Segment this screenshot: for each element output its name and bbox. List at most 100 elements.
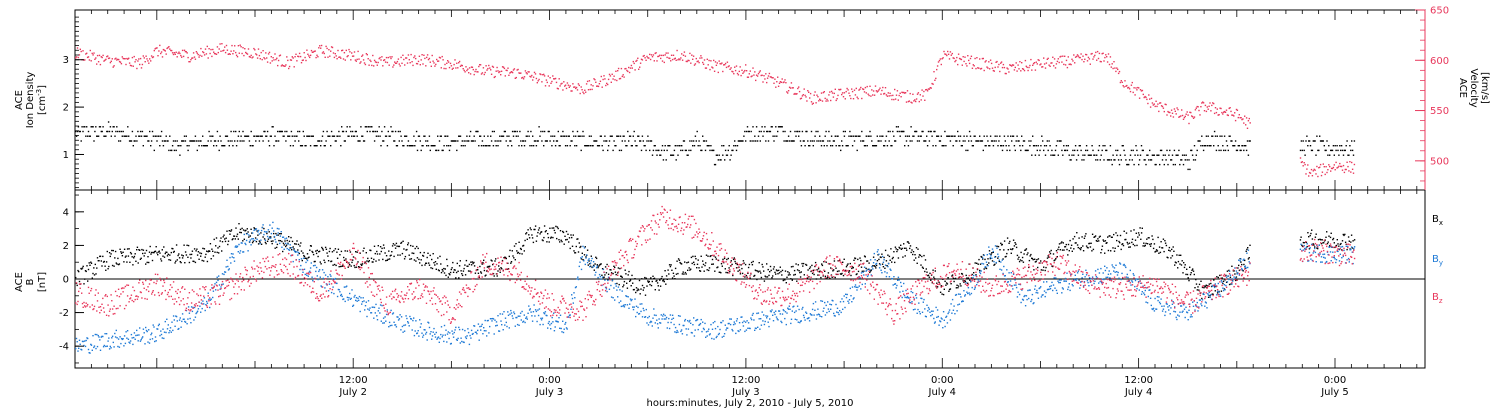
point <box>647 281 650 283</box>
point <box>899 247 901 249</box>
point <box>1171 255 1174 257</box>
point <box>402 145 404 147</box>
point <box>967 149 969 152</box>
point <box>1332 237 1335 240</box>
point <box>772 77 774 79</box>
point <box>776 135 778 137</box>
point <box>339 291 341 293</box>
point <box>104 333 106 335</box>
point <box>925 268 927 270</box>
point <box>306 259 309 262</box>
point <box>274 135 276 137</box>
point <box>891 145 893 147</box>
point <box>783 278 785 280</box>
point <box>469 130 472 133</box>
point <box>697 60 699 62</box>
point <box>923 90 925 93</box>
point <box>145 263 147 265</box>
point <box>102 255 104 258</box>
point <box>386 259 388 261</box>
point <box>444 334 446 336</box>
point <box>118 346 121 348</box>
point <box>888 255 891 258</box>
point <box>566 145 569 147</box>
point <box>613 140 615 142</box>
point <box>900 248 903 250</box>
point <box>1322 163 1324 165</box>
point <box>128 62 131 64</box>
point <box>97 61 100 63</box>
point <box>836 98 838 100</box>
point <box>484 275 486 277</box>
point <box>785 282 787 284</box>
point <box>1324 173 1326 176</box>
point <box>1026 253 1028 256</box>
point <box>633 288 635 291</box>
point <box>1125 159 1127 161</box>
point <box>1109 145 1112 147</box>
point <box>145 329 148 332</box>
point <box>93 346 95 349</box>
point <box>653 60 655 62</box>
point <box>185 135 187 137</box>
point <box>97 334 99 337</box>
point <box>872 256 875 258</box>
point <box>790 278 792 280</box>
point <box>1189 273 1192 276</box>
point <box>281 64 283 66</box>
point <box>759 140 761 142</box>
point <box>682 140 685 142</box>
point <box>1076 149 1079 152</box>
point <box>694 255 696 258</box>
point <box>739 140 741 142</box>
point <box>304 273 306 276</box>
point <box>1183 266 1186 269</box>
point <box>309 245 312 247</box>
point <box>449 343 452 345</box>
point <box>738 269 741 271</box>
point <box>197 140 199 142</box>
point <box>175 315 178 318</box>
point <box>229 256 231 259</box>
point <box>83 344 85 347</box>
point <box>362 54 364 56</box>
point <box>108 265 110 268</box>
point <box>918 100 920 103</box>
point <box>1171 248 1173 251</box>
point <box>213 52 216 55</box>
point <box>585 91 587 93</box>
point <box>486 266 489 268</box>
point <box>480 145 483 147</box>
point <box>123 345 125 347</box>
point <box>539 73 541 75</box>
point <box>160 260 163 262</box>
point <box>474 70 476 73</box>
point <box>552 75 554 77</box>
point <box>882 266 885 268</box>
point <box>725 66 728 69</box>
point <box>543 312 545 314</box>
point <box>792 87 794 89</box>
point <box>608 73 611 76</box>
point <box>137 60 139 62</box>
point <box>1004 72 1006 75</box>
point <box>550 237 552 239</box>
point <box>183 318 185 320</box>
point <box>1061 241 1063 243</box>
point <box>464 274 467 276</box>
point <box>86 135 89 137</box>
point <box>580 86 582 88</box>
point <box>957 53 960 55</box>
point <box>233 260 236 262</box>
point <box>813 94 815 96</box>
point <box>884 87 887 89</box>
point <box>747 266 750 269</box>
point <box>547 233 549 235</box>
point <box>413 334 416 337</box>
point <box>358 299 360 302</box>
point <box>258 240 261 242</box>
point <box>518 324 520 326</box>
point <box>433 145 435 147</box>
point <box>586 249 589 251</box>
point <box>1227 149 1229 152</box>
